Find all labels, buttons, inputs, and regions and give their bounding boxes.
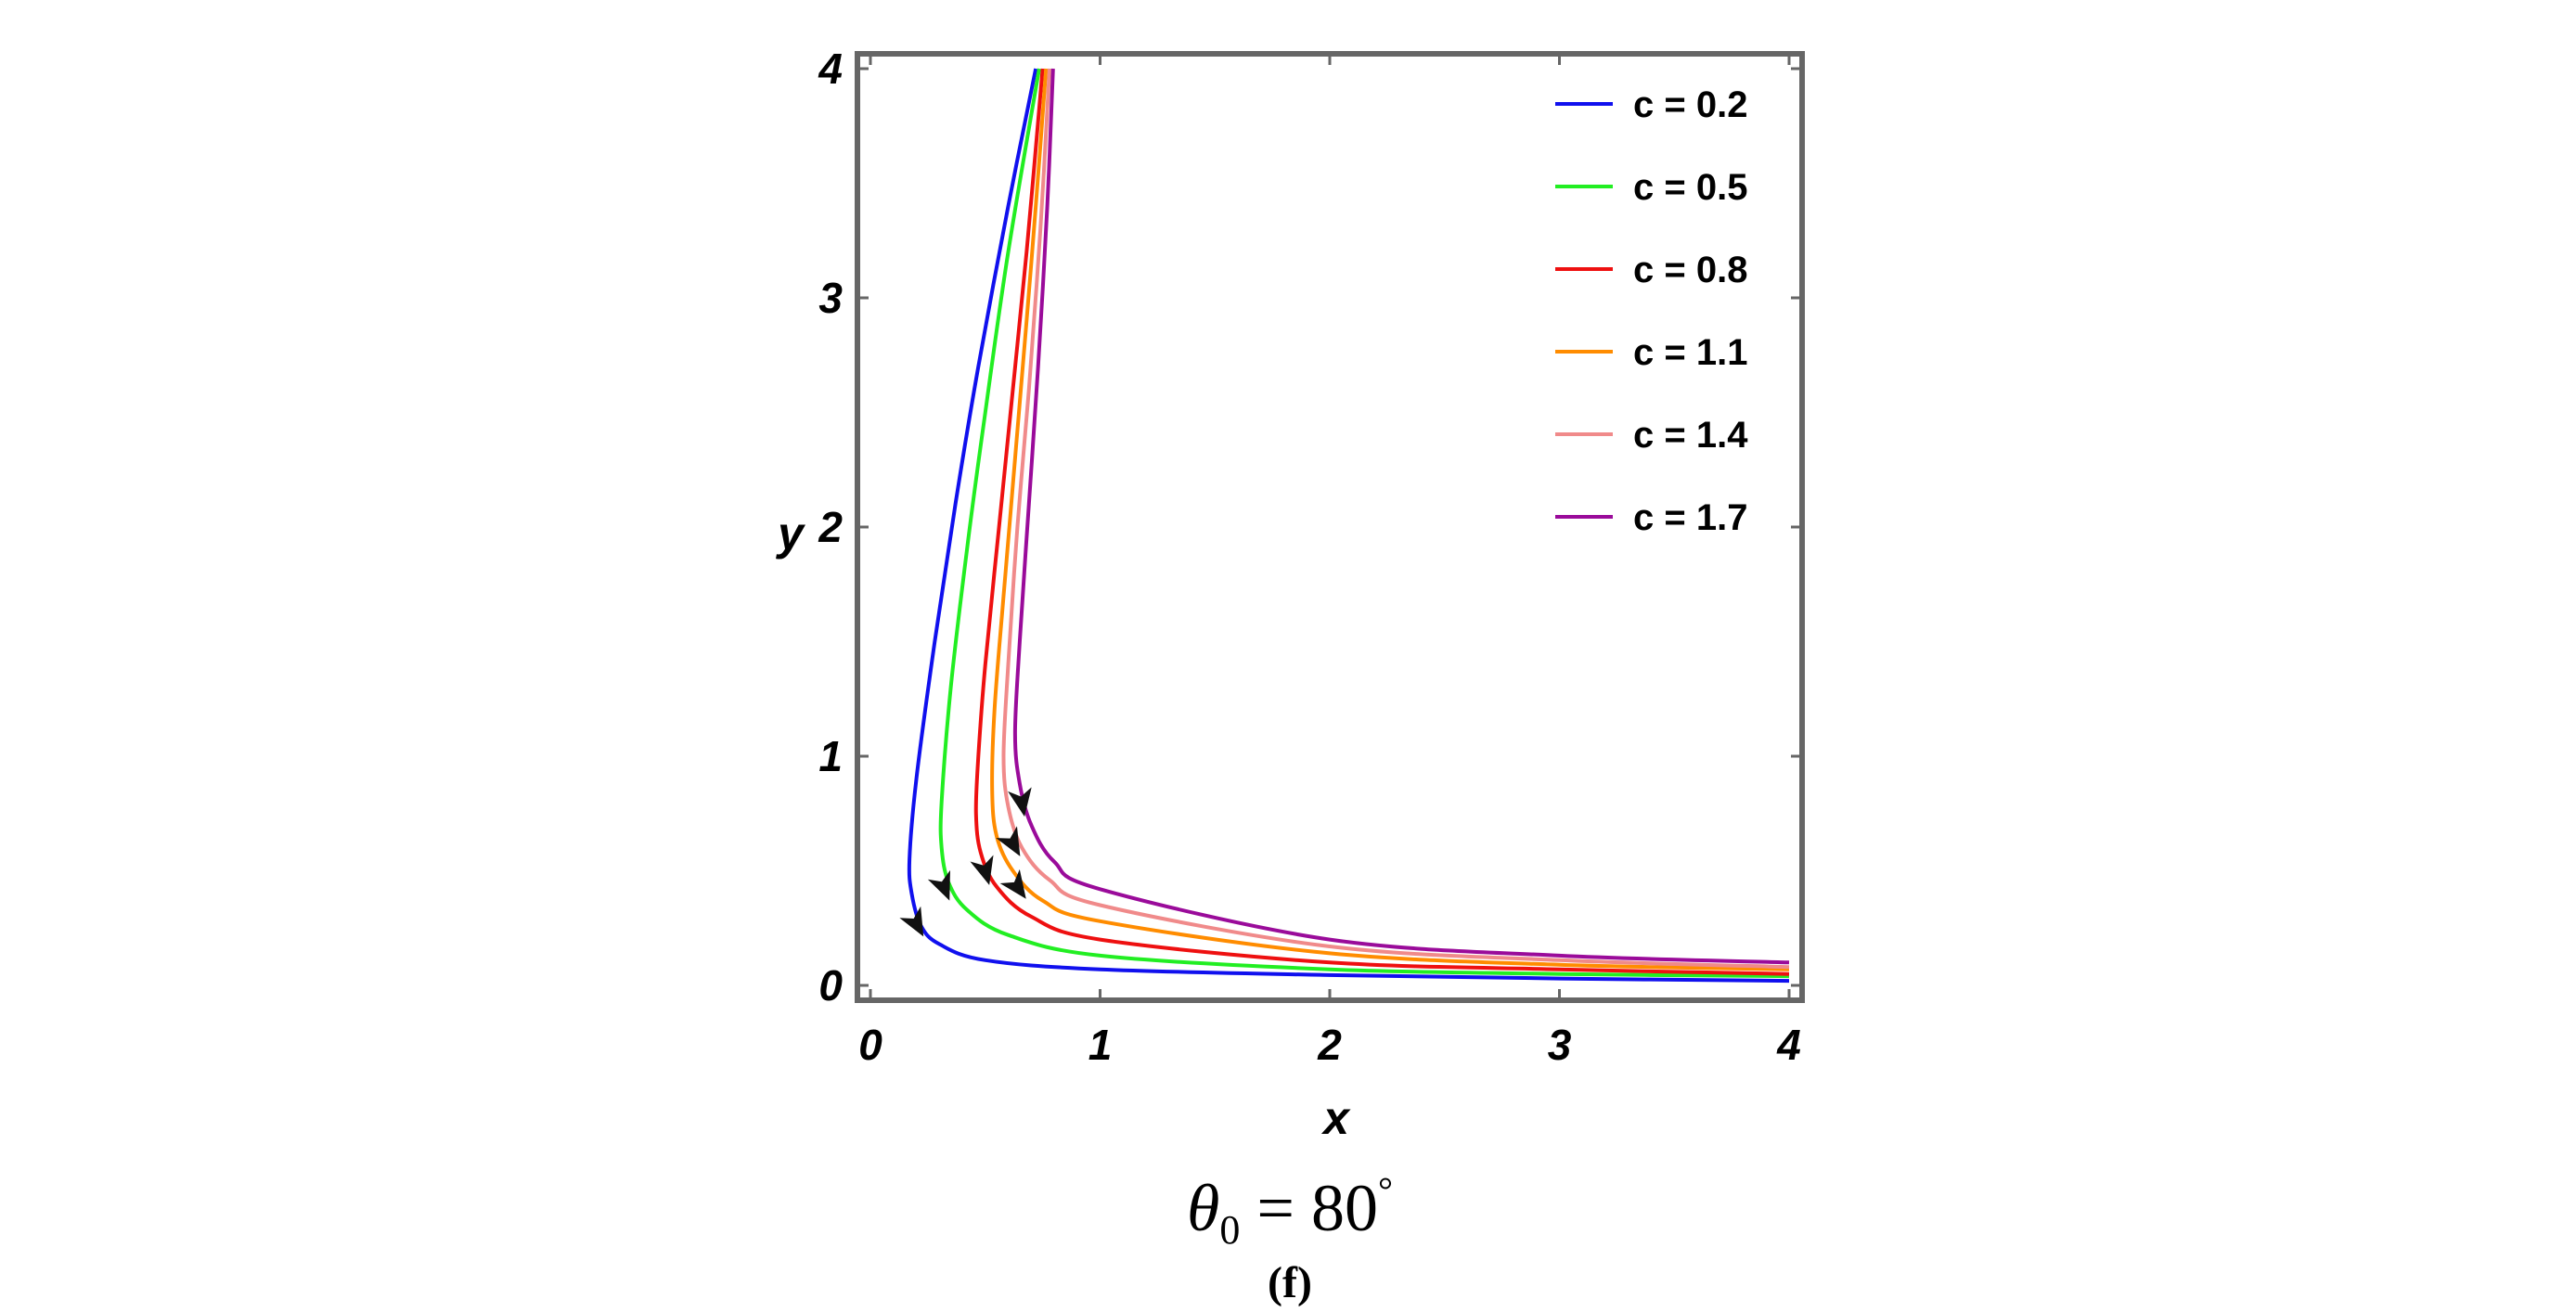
legend-label-0: c = 0.2 (1633, 84, 1747, 125)
curves-layer (907, 68, 1790, 984)
series-line-5 (1012, 68, 1790, 965)
x-tick-label: 4 (1776, 1021, 1801, 1069)
ticks-layer: 0 1 2 3 4 0 1 2 3 4 (818, 45, 1802, 1069)
y-tick-label: 4 (818, 45, 843, 93)
legend-label-2: c = 0.8 (1633, 250, 1747, 290)
series-arrow-3 (999, 868, 1026, 899)
legend-label-4: c = 1.4 (1633, 415, 1748, 456)
arrows-layer (899, 787, 1032, 937)
x-tick-label: 0 (858, 1021, 882, 1069)
caption-equation: = 80 (1240, 1171, 1378, 1245)
series-arrow-0 (899, 906, 924, 937)
y-axis-label: y (775, 508, 805, 560)
y-tick-label: 3 (818, 274, 843, 322)
series-line-3 (990, 68, 1790, 971)
y-tick-label: 0 (818, 961, 843, 1010)
legend-label-3: c = 1.1 (1633, 332, 1747, 373)
series-arrow-1 (927, 869, 950, 901)
caption: θ0 = 80° (f) (1187, 1169, 1393, 1307)
series-line-4 (1001, 68, 1790, 970)
y-tick-label: 1 (818, 732, 843, 780)
series-line-0 (907, 68, 1790, 984)
legend-label-5: c = 1.7 (1633, 497, 1747, 538)
svg-text:θ0 = 80°: θ0 = 80° (1187, 1169, 1393, 1253)
series-arrow-2 (970, 855, 994, 885)
x-tick-label: 1 (1088, 1021, 1113, 1069)
legend-label-1: c = 0.5 (1633, 167, 1747, 208)
x-tick-label: 3 (1548, 1021, 1572, 1069)
panel-label: (f) (1268, 1258, 1312, 1307)
series-arrow-5 (1008, 787, 1032, 817)
x-axis-label: x (1320, 1092, 1351, 1144)
series-line-1 (938, 68, 1790, 979)
caption-theta: θ (1187, 1171, 1219, 1245)
series-arrow-4 (996, 826, 1021, 856)
y-tick-label: 2 (818, 503, 843, 551)
legend: c = 0.2 c = 0.5 c = 0.8 c = 1.1 c = 1.4 c = 1… (1555, 84, 1748, 538)
caption-degree: ° (1378, 1169, 1393, 1211)
series-line-2 (973, 68, 1790, 976)
x-tick-label: 2 (1317, 1021, 1342, 1069)
caption-subscript: 0 (1219, 1207, 1240, 1253)
